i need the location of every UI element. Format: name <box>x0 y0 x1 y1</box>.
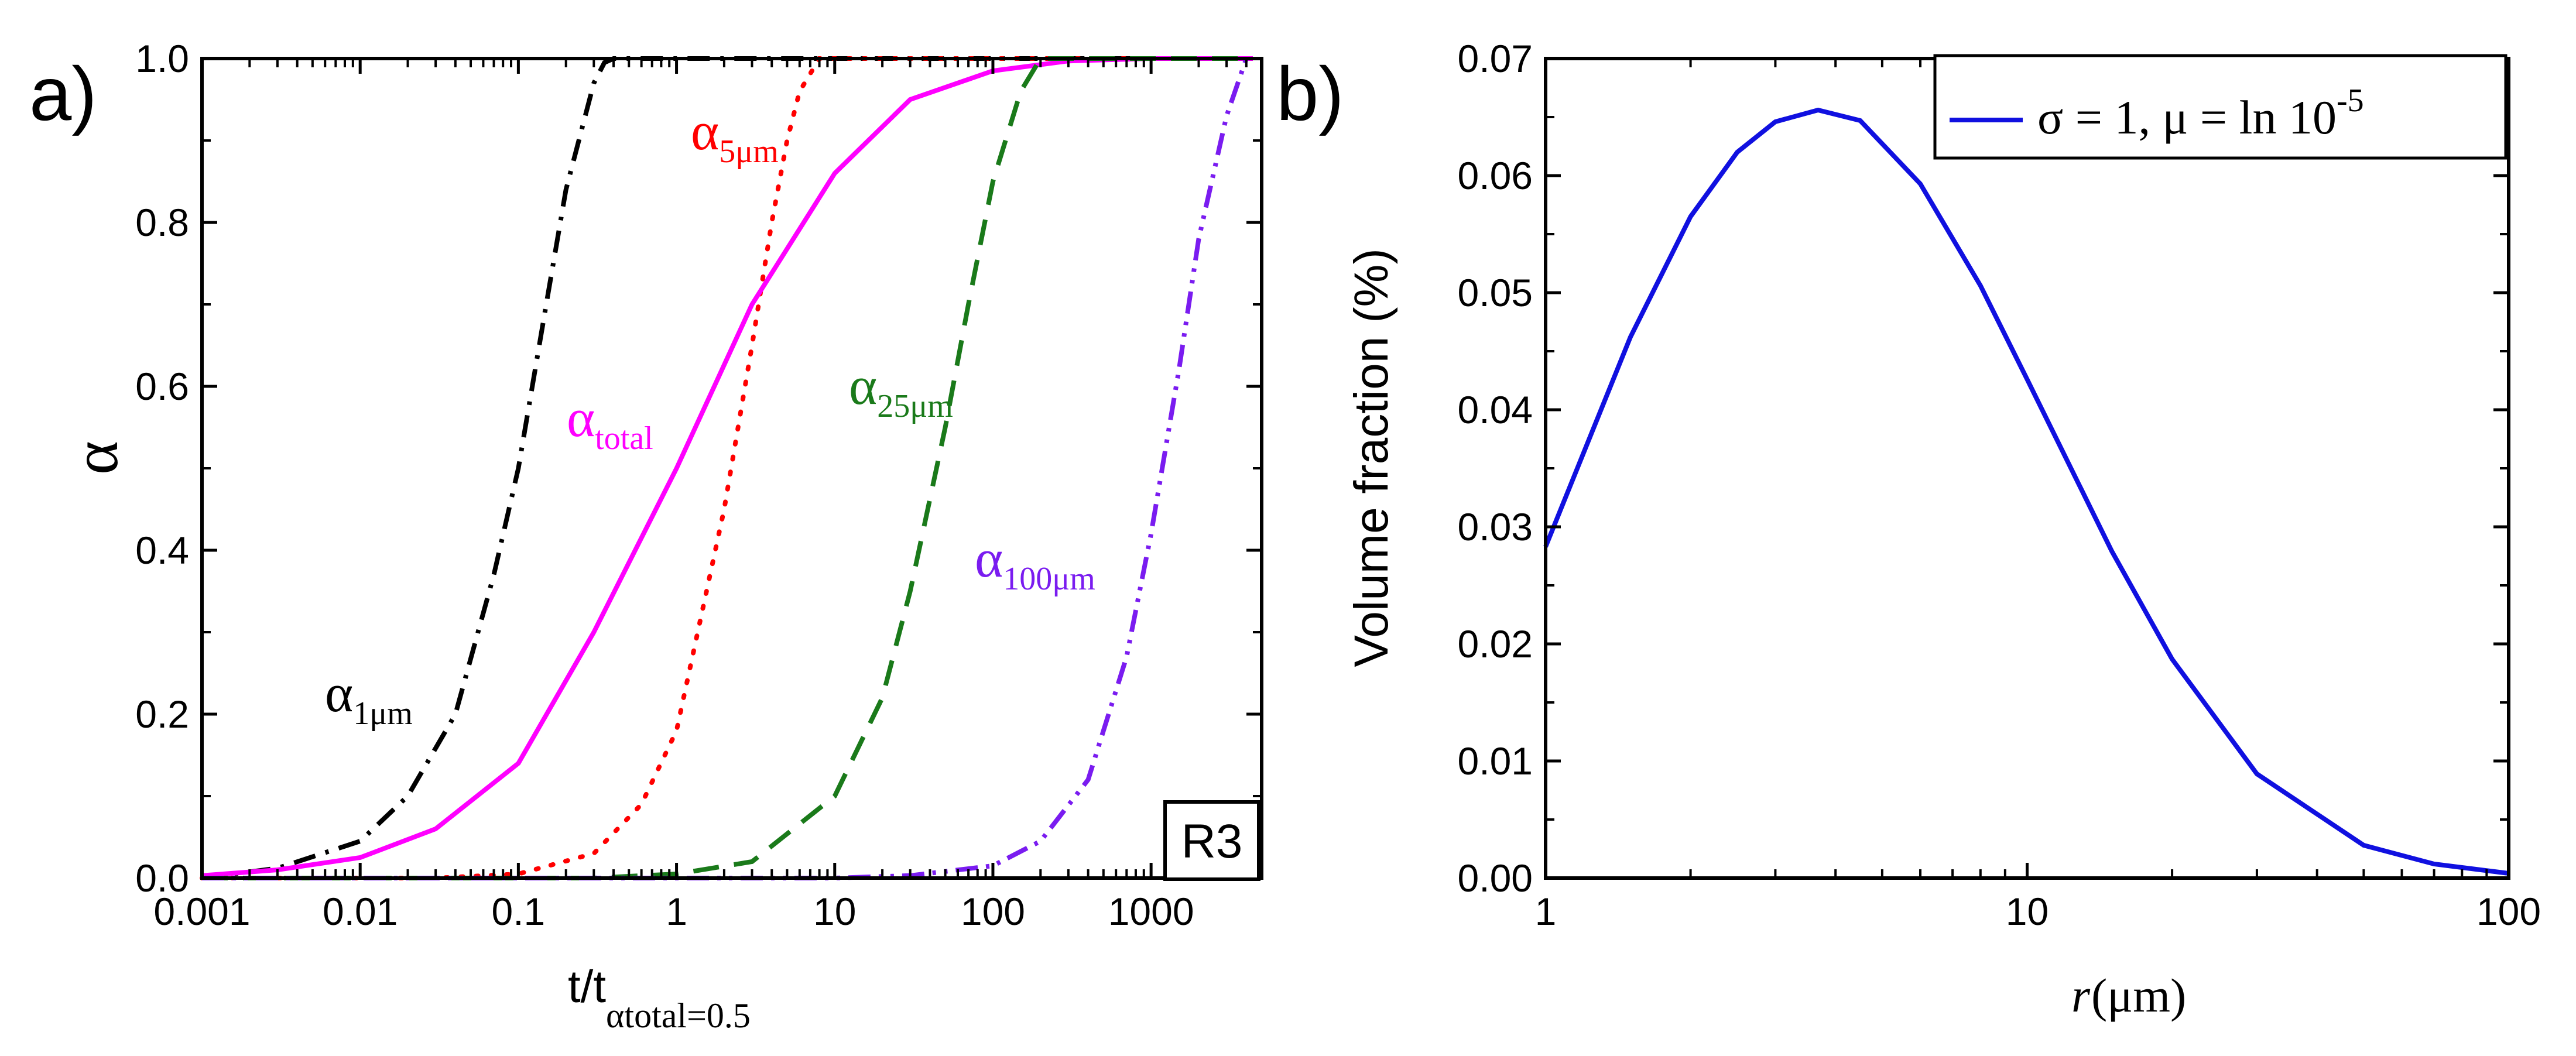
x-tick-label: 10 <box>813 890 856 933</box>
panel-b-xlabel: r (μm) <box>2071 969 2186 1022</box>
panel-a-plot <box>200 56 1255 880</box>
y-tick-label: 0.8 <box>135 201 189 244</box>
plot-frame-b <box>1544 57 2510 880</box>
panel-b-ylabel: Volume fraction (%) <box>1345 248 1398 667</box>
series-line-α100μm <box>202 57 1249 880</box>
panel-a-xlabel: t/t αtotal=0.5 <box>568 961 751 1035</box>
panel-b-axes: 1 10 100 0.00 0.01 0.02 0.03 0.04 0.05 0.06 0.07 <box>1458 37 2541 933</box>
x-axis-label-b-unit: (μm) <box>2091 969 2186 1022</box>
y-tick-label: 0.01 <box>1458 739 1533 783</box>
series-label-α1μm: α1μm <box>325 663 413 732</box>
panel-b-letter: b) <box>1276 51 1344 136</box>
series-line-αtotal <box>201 56 1253 878</box>
x-tick-label: 1 <box>666 890 687 933</box>
y-tick-label: 1.0 <box>135 37 189 80</box>
x-tick-label: 0.1 <box>492 890 546 933</box>
plot-frame-a <box>200 57 1263 880</box>
legend: σ = 1, μ = ln 10-5 <box>1933 54 2508 160</box>
series-labels: α1μm α5μm αtotal α25μm α100μm <box>325 101 1095 732</box>
x-tick-label: 10 <box>2006 890 2049 933</box>
series-label-α5μm: α5μm <box>691 101 779 170</box>
x-axis-label-b-italic: r <box>2071 969 2091 1022</box>
y-tick-label: 0.06 <box>1458 154 1533 197</box>
panel-a: a) 0.001 0.01 0.1 1 10 100 1000 0.0 0.2 0.4 0.6 0.8… <box>29 37 1263 1035</box>
r3-badge-label: R3 <box>1181 815 1243 868</box>
y-tick-label: 0.6 <box>135 365 189 408</box>
legend-frame <box>1933 54 2508 160</box>
y-tick-label: 0.0 <box>135 856 189 900</box>
y-tick-label: 0.03 <box>1458 505 1533 548</box>
x-tick-label: 1 <box>1535 890 1557 933</box>
x-tick-label: 100 <box>2476 890 2541 933</box>
panel-a-letter: a) <box>29 51 97 136</box>
y-tick-label: 0.07 <box>1458 37 1533 80</box>
x-tick-label: 1000 <box>1108 890 1194 933</box>
y-tick-label: 0.00 <box>1458 856 1533 900</box>
panel-a-ylabel: α <box>60 441 131 475</box>
x-axis-label-subscript: αtotal=0.5 <box>606 996 751 1035</box>
series-line-lognormal <box>1543 107 2509 876</box>
r3-badge: R3 <box>1163 800 1260 881</box>
x-tick-label: 0.001 <box>153 890 250 933</box>
panel-b: b) 1 10 100 0.00 0.01 0.02 0.03 0.04 0.05 0.06 0.0… <box>1276 37 2541 1022</box>
y-tick-label: 0.2 <box>135 692 189 736</box>
r3-badge-frame <box>1163 800 1260 881</box>
y-tick-label: 0.4 <box>135 529 189 572</box>
panel-b-plot <box>1543 107 2509 876</box>
series-label-αtotal: αtotal <box>567 388 653 457</box>
y-tick-label: 0.04 <box>1458 388 1533 431</box>
y-axis-label-b: Volume fraction (%) <box>1345 248 1398 667</box>
x-axis-label: t/t <box>568 961 606 1012</box>
x-tick-label: 100 <box>961 890 1025 933</box>
series-label-α100μm: α100μm <box>975 529 1095 597</box>
y-tick-label: 0.05 <box>1458 271 1533 314</box>
x-tick-label: 0.01 <box>323 890 398 933</box>
y-tick-label: 0.02 <box>1458 622 1533 666</box>
panel-a-axes: 0.001 0.01 0.1 1 10 100 1000 0.0 0.2 0.4 0.6 0.8 1.0 <box>135 37 1263 933</box>
legend-label: σ = 1, μ = ln 10-5 <box>2037 83 2364 144</box>
series-label-α25μm: α25μm <box>849 356 953 424</box>
y-axis-label: α <box>60 441 131 475</box>
